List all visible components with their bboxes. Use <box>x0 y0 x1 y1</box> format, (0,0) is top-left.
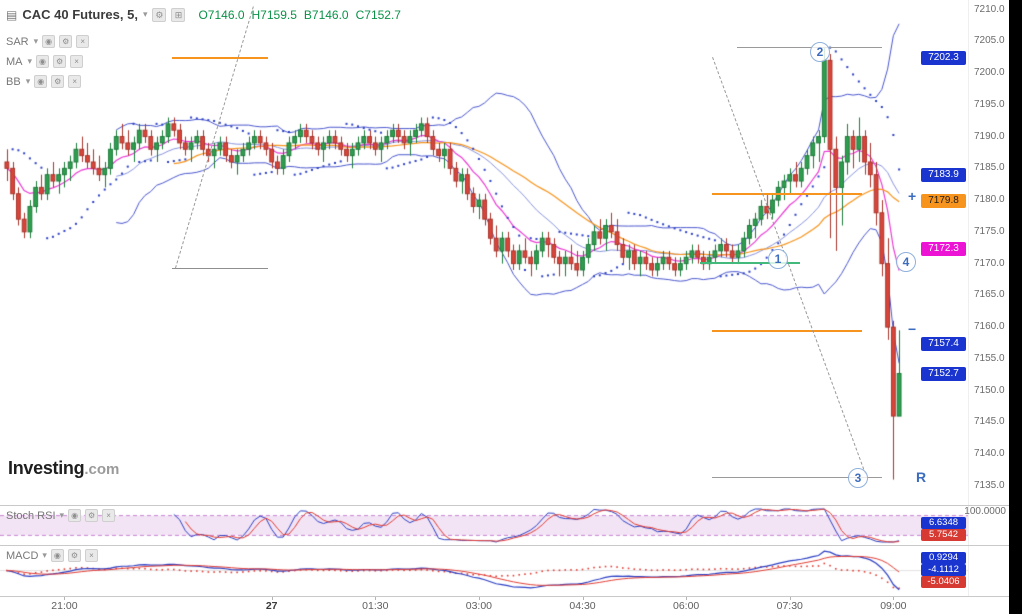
time-axis-label: 06:00 <box>672 600 700 612</box>
stoch-rsi-legend: Stoch RSI ▾ ◉ ⚙ × <box>6 509 116 522</box>
drawings-layer: 1 2 3 4 + − R <box>172 6 927 488</box>
expand-icon[interactable]: ⊞ <box>171 7 186 22</box>
macd-hist-value: 0.9294 <box>921 552 966 564</box>
drawing-circle-label-4[interactable]: 4 <box>896 252 916 272</box>
logo-brand: Investing <box>8 458 85 478</box>
stoch-rsi-canvas[interactable] <box>0 506 1009 545</box>
time-axis-label: 27 <box>265 600 278 612</box>
low-value: B7146.0 <box>303 7 349 22</box>
macd-value: -4.1112 <box>921 564 966 576</box>
time-axis-label: 04:30 <box>569 600 596 612</box>
visibility-icon[interactable]: ◉ <box>36 55 50 68</box>
time-tick <box>686 597 688 600</box>
stoch-k-value: 6.6348 <box>921 517 966 529</box>
close-icon[interactable]: × <box>84 549 98 562</box>
right-black-strip <box>1009 0 1022 614</box>
close-icon[interactable]: × <box>70 55 84 68</box>
logo-suffix: .com <box>84 461 120 478</box>
drawing-horizontal-line[interactable] <box>172 268 268 269</box>
gear-icon[interactable]: ⚙ <box>53 55 67 68</box>
axis-border <box>968 0 969 596</box>
time-axis-label: 07:30 <box>776 600 803 612</box>
ohlc-readout: O7146.0 H7159.5 B7146.0 C7152.7 <box>198 8 408 22</box>
drawing-horizontal-line[interactable] <box>712 330 862 332</box>
time-axis[interactable]: 21:00 27 01:30 03:00 04:30 06:00 07:30 09:00 <box>0 596 1009 614</box>
chevron-down-icon[interactable]: ▾ <box>59 510 65 520</box>
drawing-letter-r[interactable]: R <box>916 469 927 485</box>
stoch-d-value: 5.7542 <box>921 529 966 541</box>
chevron-down-icon[interactable]: ▾ <box>33 36 39 46</box>
time-tick <box>478 597 480 600</box>
chart-menu-icon[interactable]: ▤ <box>6 7 18 22</box>
panel-divider <box>0 505 1009 506</box>
chevron-down-icon[interactable]: ▾ <box>142 9 148 19</box>
drawing-circle-label-1[interactable]: 1 <box>768 249 788 269</box>
panel-divider <box>0 545 1009 546</box>
gear-icon[interactable]: ⚙ <box>85 509 99 522</box>
sar-label[interactable]: SAR <box>6 35 29 48</box>
visibility-icon[interactable]: ◉ <box>50 549 64 562</box>
time-axis-label: 01:30 <box>362 600 389 612</box>
drawing-horizontal-line[interactable] <box>172 57 268 59</box>
chart-header: ▤ CAC 40 Futures, 5, ▾ ⚙ ⊞ O7146.0 H7159.… <box>6 7 408 22</box>
drawing-trendline[interactable] <box>712 57 866 475</box>
time-axis-label: 21:00 <box>51 600 78 612</box>
close-icon[interactable]: × <box>102 509 116 522</box>
visibility-icon[interactable]: ◉ <box>68 509 82 522</box>
close-icon[interactable]: × <box>68 75 82 88</box>
time-tick <box>375 597 377 600</box>
price-chart-canvas[interactable] <box>0 0 1009 505</box>
macd-legend: MACD ▾ ◉ ⚙ × <box>6 549 98 562</box>
drawing-horizontal-line[interactable] <box>737 47 882 48</box>
high-value: H7159.5 <box>251 7 297 22</box>
investing-logo: Investing.com <box>8 458 119 479</box>
visibility-icon[interactable]: ◉ <box>34 75 48 88</box>
stoch-axis-max: 100.0000 <box>964 506 1006 517</box>
close-icon[interactable]: × <box>76 35 90 48</box>
drawing-horizontal-line[interactable] <box>712 477 882 478</box>
settings-icon[interactable]: ⚙ <box>152 7 167 22</box>
chevron-down-icon[interactable]: ▾ <box>42 550 47 560</box>
legend-row-bb: BB ▾ ◉ ⚙ × <box>6 74 89 89</box>
chevron-down-icon[interactable]: ▾ <box>25 76 31 86</box>
visibility-icon[interactable]: ◉ <box>42 35 56 48</box>
legend-row-ma: MA ▾ ◉ ⚙ × <box>6 54 89 69</box>
time-tick <box>271 597 273 600</box>
macd-canvas[interactable] <box>0 546 1009 595</box>
drawing-horizontal-line[interactable] <box>700 262 800 264</box>
gear-icon[interactable]: ⚙ <box>51 75 65 88</box>
drawing-trendline[interactable] <box>175 6 254 269</box>
stoch-rsi-label[interactable]: Stoch RSI <box>6 509 56 522</box>
macd-label[interactable]: MACD <box>6 549 39 562</box>
drawing-circle-label-2[interactable]: 2 <box>810 42 830 62</box>
time-axis-label: 03:00 <box>465 600 493 612</box>
macd-signal-value: -5.0406 <box>921 576 966 588</box>
time-tick <box>789 597 791 600</box>
chevron-down-icon[interactable]: ▾ <box>27 56 33 66</box>
bb-label[interactable]: BB <box>6 75 21 88</box>
time-tick <box>64 597 66 600</box>
legend-row-sar: SAR ▾ ◉ ⚙ × <box>6 34 90 49</box>
gear-icon[interactable]: ⚙ <box>59 35 73 48</box>
drawing-minus[interactable]: − <box>908 321 917 337</box>
drawing-circle-label-3[interactable]: 3 <box>848 468 868 488</box>
close-value: C7152.7 <box>355 7 401 22</box>
time-axis-label: 09:00 <box>880 600 907 612</box>
time-tick <box>582 597 584 600</box>
time-tick <box>893 597 895 600</box>
ma-label[interactable]: MA <box>6 55 23 68</box>
drawing-plus[interactable]: + <box>908 188 917 204</box>
symbol-title[interactable]: CAC 40 Futures, 5, <box>22 7 138 22</box>
drawing-horizontal-line[interactable] <box>712 193 862 195</box>
indicator-legend: SAR ▾ ◉ ⚙ × MA ▾ ◉ ⚙ × BB ▾ ◉ ⚙ × <box>6 34 90 94</box>
open-value: O7146.0 <box>198 7 245 22</box>
gear-icon[interactable]: ⚙ <box>67 549 81 562</box>
